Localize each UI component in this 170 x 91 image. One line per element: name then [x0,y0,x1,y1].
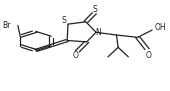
Text: N: N [95,28,101,37]
Text: O: O [73,51,79,60]
Text: OH: OH [155,23,166,32]
Text: S: S [93,5,98,14]
Text: O: O [146,51,152,60]
Text: Br: Br [3,21,11,30]
Text: S: S [62,16,67,24]
